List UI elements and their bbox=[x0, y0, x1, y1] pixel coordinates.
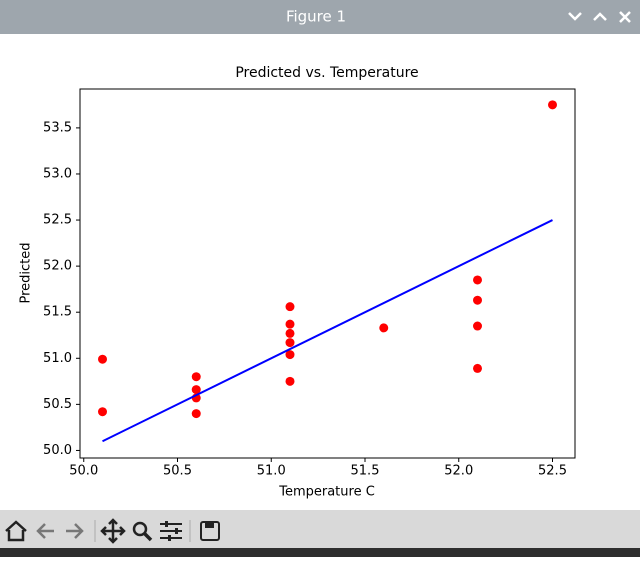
window-title: Figure 1 bbox=[286, 8, 346, 26]
y-tick-label: 53.0 bbox=[43, 166, 72, 181]
chart-title: Predicted vs. Temperature bbox=[235, 65, 418, 81]
scatter-point bbox=[285, 350, 295, 360]
scatter-point bbox=[285, 338, 295, 348]
x-tick-label: 50.0 bbox=[69, 464, 98, 479]
home-button[interactable] bbox=[5, 520, 27, 542]
scatter-point bbox=[191, 372, 201, 382]
zoom-button[interactable] bbox=[132, 521, 148, 537]
scatter-point bbox=[379, 323, 389, 333]
scatter-point bbox=[285, 376, 295, 386]
axes-frame bbox=[79, 88, 576, 459]
scatter-point bbox=[285, 302, 295, 312]
close-button[interactable] bbox=[619, 11, 631, 23]
scatter-point bbox=[473, 295, 482, 305]
x-tick-label: 51.0 bbox=[257, 464, 286, 479]
y-tick-label: 51.0 bbox=[43, 351, 72, 366]
toolbar bbox=[0, 510, 640, 548]
terminal-strip bbox=[0, 548, 640, 557]
maximize-button[interactable] bbox=[593, 12, 607, 21]
x-axis-label: Temperature C bbox=[278, 485, 375, 500]
y-tick-label: 52.0 bbox=[43, 259, 72, 274]
toolbar-icons bbox=[5, 518, 220, 544]
back-button[interactable] bbox=[36, 523, 54, 539]
y-tick-label: 53.5 bbox=[43, 120, 72, 135]
fit-line bbox=[102, 219, 553, 443]
y-tick-label: 51.5 bbox=[43, 305, 72, 320]
y-axis-label: Predicted bbox=[19, 242, 34, 303]
scatter-point bbox=[191, 409, 201, 419]
scatter-point bbox=[285, 328, 295, 338]
scatter-point bbox=[548, 100, 557, 110]
scatter-point bbox=[473, 275, 482, 285]
scatter-point bbox=[473, 321, 482, 331]
axes-background bbox=[80, 89, 575, 458]
y-tick-label: 50.0 bbox=[43, 443, 72, 458]
scatter-point bbox=[191, 385, 201, 395]
pan-button[interactable] bbox=[100, 518, 126, 544]
minimize-button[interactable] bbox=[568, 12, 582, 21]
title-bar bbox=[0, 0, 640, 34]
x-tick-label: 51.5 bbox=[351, 464, 380, 479]
scatter-point bbox=[473, 363, 482, 373]
x-tick-label: 52.0 bbox=[444, 464, 473, 479]
forward-button[interactable] bbox=[66, 523, 84, 539]
scatter-point bbox=[285, 319, 295, 329]
y-tick-label: 50.5 bbox=[43, 397, 72, 412]
y-tick-label: 52.5 bbox=[43, 213, 72, 228]
scatter-point bbox=[98, 354, 107, 364]
scatter-point bbox=[98, 407, 107, 417]
x-tick-label: 52.5 bbox=[538, 464, 567, 479]
x-tick-label: 50.5 bbox=[163, 464, 192, 479]
